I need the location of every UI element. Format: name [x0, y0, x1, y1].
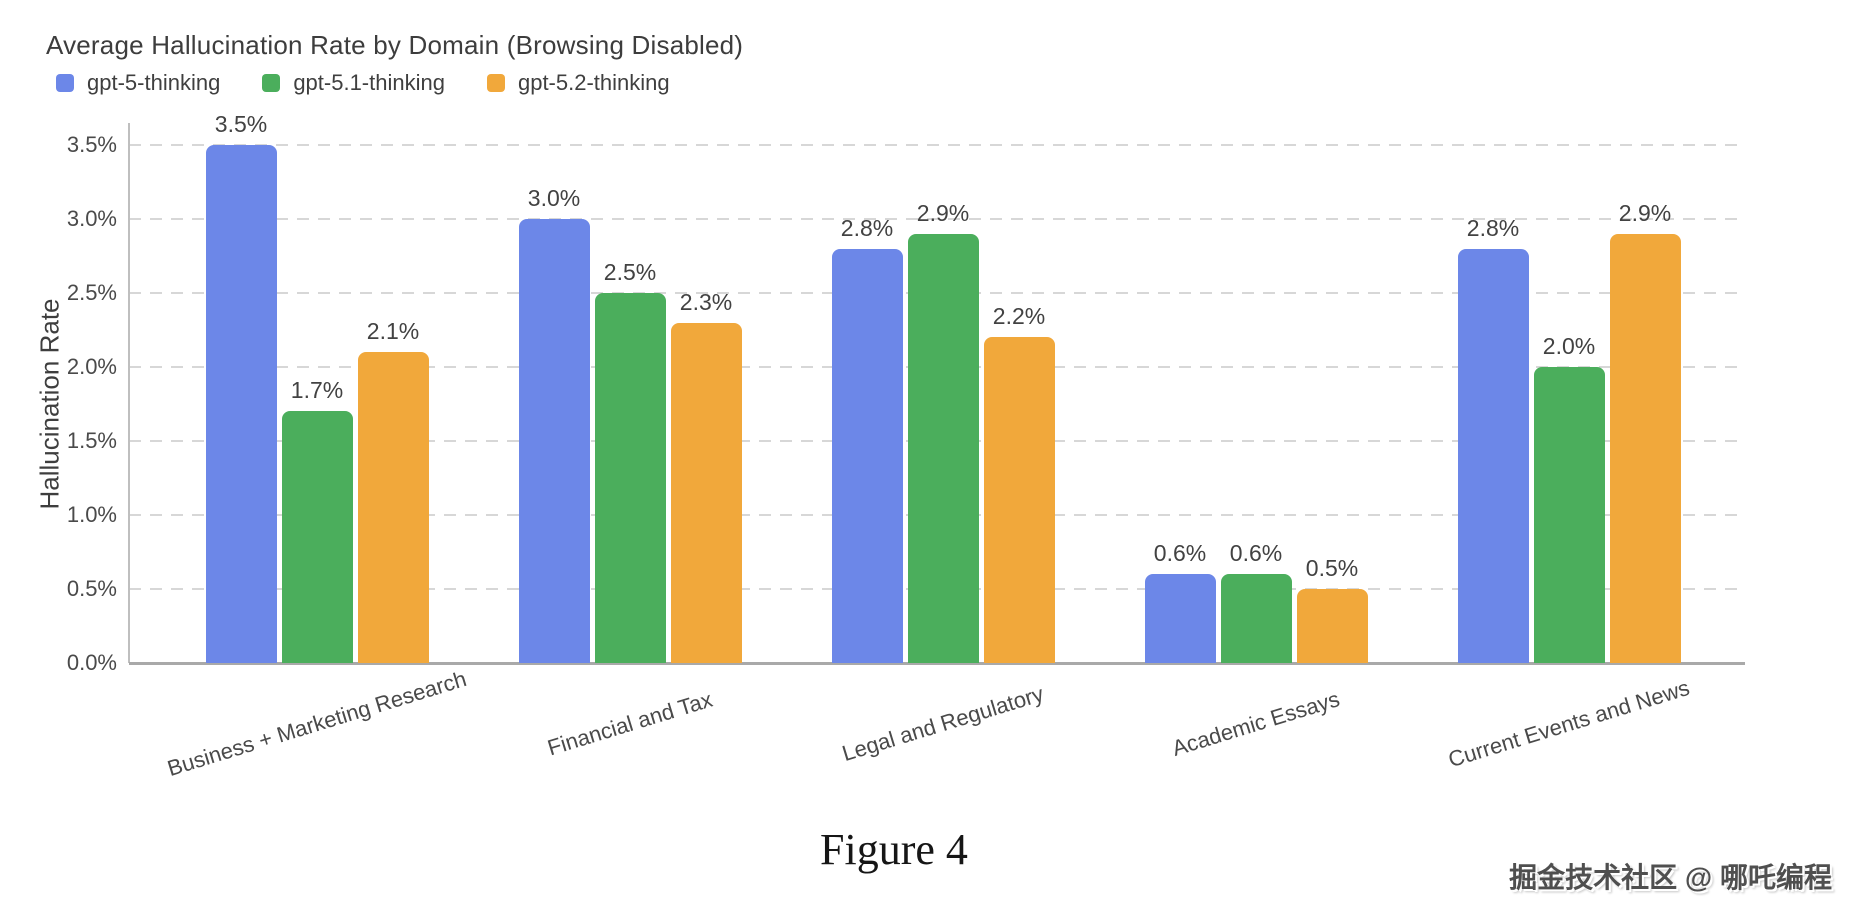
bar-value-label: 2.5% [603, 259, 657, 285]
bar-value-label: 0.5% [1305, 555, 1359, 581]
legend-item-label: gpt-5-thinking [87, 70, 221, 95]
bar-value-label: 0.6% [1229, 540, 1283, 566]
x-category-label: Academic Essays [1169, 686, 1343, 761]
y-tick-label: 0.0% [66, 650, 117, 675]
bar [1533, 367, 1605, 663]
y-tick-label: 2.0% [66, 354, 117, 379]
bar [983, 337, 1055, 663]
x-axis-line [129, 662, 1745, 665]
gridline [129, 144, 1745, 146]
bar-value-label: 2.1% [366, 318, 420, 344]
bar [205, 145, 277, 663]
y-axis-line [128, 123, 130, 663]
y-tick-label: 1.5% [66, 428, 117, 453]
bar [1296, 589, 1368, 663]
bar [1144, 574, 1216, 663]
bar [831, 249, 903, 663]
y-tick-label: 3.5% [66, 132, 117, 157]
bar [518, 219, 590, 663]
bar-value-label: 0.6% [1153, 540, 1207, 566]
x-category-label: Financial and Tax [544, 686, 716, 761]
bar-value-label: 2.8% [1466, 215, 1520, 241]
bar-value-label: 2.9% [1618, 200, 1672, 226]
legend-item-label: gpt-5.1-thinking [293, 70, 445, 95]
legend-swatch-icon [56, 74, 74, 92]
x-category-label: Legal and Regulatory [839, 680, 1047, 767]
bar [1457, 249, 1529, 663]
bar-value-label: 2.3% [679, 289, 733, 315]
bar [907, 234, 979, 663]
y-tick-label: 3.0% [66, 206, 117, 231]
bar [357, 352, 429, 663]
bar [281, 411, 353, 663]
y-tick-label: 2.5% [66, 280, 117, 305]
watermark: 掘金技术社区 @ 哪吒编程 [1509, 862, 1832, 893]
legend-item: gpt-5.2-thinking [486, 70, 670, 96]
gridline [129, 218, 1745, 220]
x-category-label: Current Events and News [1445, 674, 1693, 773]
bar [670, 323, 742, 663]
x-category-label: Business + Marketing Research [164, 666, 470, 781]
legend-item: gpt-5-thinking [56, 70, 220, 96]
y-axis-title: Hallucination Rate [34, 298, 65, 510]
bar-value-label: 1.7% [290, 377, 344, 403]
legend-swatch-icon [486, 74, 505, 92]
bar-value-label: 2.8% [840, 215, 894, 241]
bar-value-label: 3.0% [527, 185, 581, 211]
bar-value-label: 3.5% [214, 111, 268, 137]
bar [594, 293, 666, 663]
legend: gpt-5-thinking gpt-5.1-thinking gpt-5.2-th… [56, 70, 670, 96]
legend-item-label: gpt-5.2-thinking [517, 70, 670, 95]
bar [1220, 574, 1292, 663]
figure-caption: Figure 4 [820, 825, 968, 874]
bar-value-label: 2.2% [992, 303, 1046, 329]
chart-title: Average Hallucination Rate by Domain (Br… [46, 30, 744, 60]
bar [1609, 234, 1681, 663]
y-tick-label: 1.0% [66, 502, 117, 527]
legend-swatch-icon [262, 74, 281, 92]
legend-item: gpt-5.1-thinking [262, 70, 445, 96]
bar-value-label: 2.9% [916, 200, 970, 226]
bar-value-label: 2.0% [1542, 333, 1596, 359]
y-tick-label: 0.5% [66, 576, 117, 601]
